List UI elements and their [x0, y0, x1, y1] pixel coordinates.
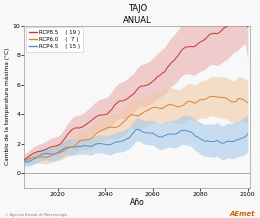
Title: TAJO
ANUAL: TAJO ANUAL — [123, 4, 152, 25]
Text: AEmet: AEmet — [229, 211, 255, 217]
X-axis label: Año: Año — [130, 198, 145, 207]
Text: © Agencia Estatal de Meteorología: © Agencia Estatal de Meteorología — [5, 213, 67, 217]
Legend: RCP8.5    ( 19 ), RCP6.0    (  7 ), RCP4.5    ( 15 ): RCP8.5 ( 19 ), RCP6.0 ( 7 ), RCP4.5 ( 15… — [26, 27, 83, 52]
Y-axis label: Cambio de la temperatura máxima (°C): Cambio de la temperatura máxima (°C) — [4, 48, 10, 165]
